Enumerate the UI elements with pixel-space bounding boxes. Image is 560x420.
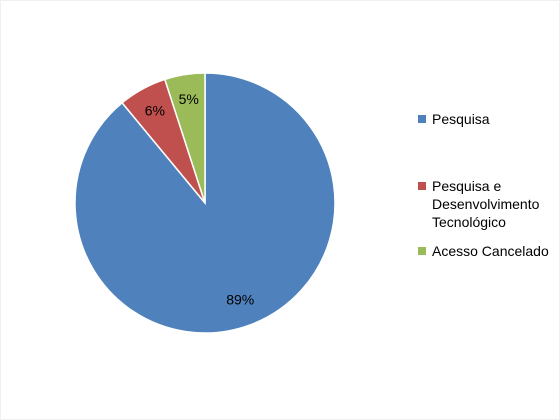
data-label: 5% [179,91,199,107]
legend-label: Pesquisa e Desenvolvimento Tecnológico [432,178,540,230]
legend-label: Pesquisa [432,111,490,127]
legend-swatch [418,182,426,190]
legend-item: Pesquisa e Desenvolvimento Tecnológico [418,177,553,231]
legend-item: Pesquisa [418,110,553,128]
legend-item: Acesso Cancelado [418,242,553,260]
legend-swatch [418,247,426,255]
data-label: 6% [145,103,165,119]
legend-swatch [418,115,426,123]
legend-label: Acesso Cancelado [432,243,549,259]
pie-slice [163,72,206,204]
data-label: 89% [226,292,254,308]
